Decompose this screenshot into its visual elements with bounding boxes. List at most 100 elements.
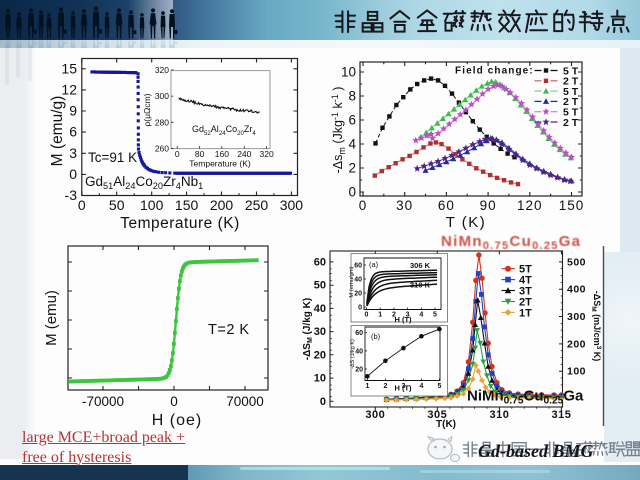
svg-text:T(K): T(K) (436, 419, 456, 430)
svg-text:30: 30 (396, 198, 413, 213)
svg-text:120: 120 (517, 198, 543, 213)
svg-text:15: 15 (61, 60, 77, 76)
svg-text:5 T: 5 T (563, 86, 579, 98)
svg-text:240: 240 (237, 149, 251, 159)
svg-text:20: 20 (354, 291, 362, 298)
svg-text:40: 40 (355, 348, 363, 355)
svg-text:2 T: 2 T (563, 117, 579, 129)
svg-text:1: 1 (365, 383, 369, 390)
svg-text:5 T: 5 T (563, 65, 579, 77)
svg-text:5: 5 (437, 383, 441, 390)
svg-text:M (emu/g): M (emu/g) (49, 96, 66, 167)
svg-text:40: 40 (314, 303, 326, 315)
svg-text:305: 305 (427, 409, 447, 421)
svg-text:200: 200 (567, 338, 586, 350)
svg-text:2 T: 2 T (563, 76, 579, 88)
svg-text:90: 90 (480, 198, 497, 213)
svg-text:Tc=91 K: Tc=91 K (88, 150, 137, 165)
svg-text:0: 0 (69, 166, 77, 182)
svg-text:1T: 1T (519, 307, 532, 319)
svg-text:40: 40 (354, 277, 362, 284)
svg-text:-Δsm (Jkg-1 k-1 ): -Δsm (Jkg-1 k-1 ) (330, 87, 347, 174)
svg-text:H (T): H (T) (394, 315, 412, 324)
svg-text:70000: 70000 (226, 394, 264, 409)
svg-text:-ΔSM (mJ/cm3 K): -ΔSM (mJ/cm3 K) (590, 291, 602, 362)
svg-text:5T: 5T (519, 264, 532, 276)
svg-text:0: 0 (170, 394, 178, 409)
svg-text:2: 2 (348, 161, 356, 176)
svg-text:4T: 4T (519, 275, 532, 287)
svg-text:ρ(μΩcm): ρ(μΩcm) (142, 93, 152, 126)
svg-text:Gd51Al24Co20Zr4Nb1: Gd51Al24Co20Zr4Nb1 (85, 174, 203, 191)
svg-text:300: 300 (567, 311, 586, 323)
svg-text:260: 260 (155, 144, 169, 154)
svg-text:H (T): H (T) (394, 384, 412, 393)
svg-text:300: 300 (365, 409, 385, 421)
svg-text:150: 150 (175, 197, 199, 213)
svg-text:10: 10 (314, 373, 326, 385)
svg-text:2: 2 (383, 383, 387, 390)
svg-text:300: 300 (280, 197, 304, 213)
svg-text:160: 160 (215, 149, 229, 159)
svg-text:60: 60 (438, 198, 455, 213)
svg-text:-3: -3 (65, 187, 78, 203)
svg-text:Field change:: Field change: (455, 66, 534, 77)
svg-text:5: 5 (433, 312, 437, 319)
svg-text:T=2 K: T=2 K (208, 322, 250, 338)
svg-text:0: 0 (175, 149, 180, 159)
svg-text:Gd52Al24Co20Zr4: Gd52Al24Co20Zr4 (192, 124, 256, 137)
svg-text:4: 4 (419, 383, 423, 390)
svg-text:M (emu): M (emu) (43, 290, 60, 346)
svg-text:0: 0 (359, 198, 368, 213)
svg-text:-ΔSM (J/kg K): -ΔSM (J/kg K) (302, 298, 314, 360)
svg-text:500: 500 (567, 256, 586, 268)
svg-text:T (K): T (K) (446, 214, 487, 231)
svg-text:Temperature (K): Temperature (K) (189, 159, 251, 169)
svg-text:1: 1 (378, 312, 382, 319)
svg-text:2: 2 (392, 312, 396, 319)
svg-text:8: 8 (348, 89, 356, 104)
svg-text:2T: 2T (519, 297, 532, 309)
svg-text:0: 0 (358, 305, 362, 312)
svg-text:10: 10 (341, 65, 356, 80)
svg-text:300: 300 (155, 91, 169, 101)
svg-text:30: 30 (314, 326, 326, 338)
svg-text:50: 50 (109, 197, 125, 213)
svg-text:280: 280 (155, 117, 169, 127)
svg-text:5 T: 5 T (563, 107, 579, 119)
svg-text:60: 60 (354, 263, 362, 270)
svg-text:60: 60 (314, 256, 326, 268)
svg-text:200: 200 (210, 197, 234, 213)
svg-text:12: 12 (61, 81, 77, 97)
svg-text:0: 0 (78, 197, 86, 213)
svg-text:6: 6 (348, 113, 356, 128)
svg-text:3: 3 (69, 145, 77, 161)
svg-text:250: 250 (245, 197, 269, 213)
svg-text:310: 310 (489, 409, 509, 421)
svg-text:-ΔS (J/kg K): -ΔS (J/kg K) (350, 339, 356, 369)
svg-text:50: 50 (314, 280, 326, 292)
svg-text:306 K: 306 K (410, 261, 431, 270)
svg-text:100: 100 (567, 366, 586, 378)
svg-text:0: 0 (348, 185, 356, 200)
svg-text:320: 320 (260, 149, 274, 159)
svg-text:3T: 3T (519, 286, 532, 298)
svg-text:(b): (b) (371, 332, 381, 341)
svg-text:150: 150 (559, 198, 585, 213)
svg-text:100: 100 (140, 197, 164, 213)
svg-text:9: 9 (69, 103, 77, 119)
svg-text:-70000: -70000 (82, 394, 124, 409)
svg-text:4: 4 (419, 312, 423, 319)
svg-text:3: 3 (401, 383, 405, 390)
svg-text:6: 6 (69, 124, 77, 140)
svg-text:4: 4 (348, 137, 356, 152)
svg-text:60: 60 (355, 330, 363, 337)
svg-text:315: 315 (551, 409, 571, 421)
svg-text:320: 320 (155, 65, 169, 75)
svg-text:2 T: 2 T (563, 96, 579, 108)
svg-text:20: 20 (314, 349, 326, 361)
svg-text:0: 0 (365, 312, 369, 319)
svg-text:80: 80 (195, 149, 205, 159)
svg-text:H (oe): H (oe) (152, 412, 202, 429)
svg-text:M (emu/gm): M (emu/gm) (349, 266, 355, 297)
